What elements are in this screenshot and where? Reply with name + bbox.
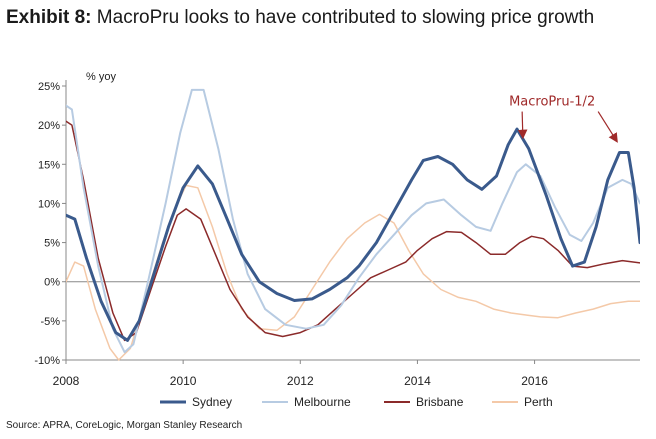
chart-title: Exhibit 8: MacroPru looks to have contri… bbox=[6, 4, 646, 31]
y-tick-label: -5% bbox=[40, 316, 60, 328]
y-tick-label: -10% bbox=[34, 355, 60, 367]
annotation-arrow bbox=[597, 111, 618, 143]
y-tick-label: 20% bbox=[38, 120, 60, 132]
x-tick-label: 2012 bbox=[287, 374, 314, 388]
legend-label-melbourne: Melbourne bbox=[294, 395, 351, 409]
legend-label-sydney: Sydney bbox=[192, 395, 232, 409]
legend-label-perth: Perth bbox=[524, 395, 553, 409]
y-tick-label: 25% bbox=[38, 81, 60, 93]
x-tick-label: 2016 bbox=[521, 374, 548, 388]
legend-label-brisbane: Brisbane bbox=[416, 395, 464, 409]
y-tick-label: 10% bbox=[38, 198, 60, 210]
x-tick-label: 2014 bbox=[404, 374, 431, 388]
y-tick-label: 5% bbox=[44, 238, 60, 250]
series-line-brisbane bbox=[66, 120, 640, 342]
y-tick-label: 15% bbox=[38, 159, 60, 171]
series-line-sydney bbox=[66, 127, 640, 342]
annotation-arrow bbox=[517, 111, 528, 140]
source-note: Source: APRA, CoreLogic, Morgan Stanley … bbox=[6, 420, 243, 431]
x-tick-label: 2008 bbox=[53, 374, 80, 388]
series-line-melbourne bbox=[66, 88, 640, 354]
annotation-label: MacroPru-1/2 bbox=[509, 95, 595, 110]
y-axis-label: % yoy bbox=[86, 71, 116, 83]
x-tick-label: 2010 bbox=[170, 374, 197, 388]
exhibit-title-text: MacroPru looks to have contributed to sl… bbox=[96, 7, 595, 28]
exhibit-label: Exhibit 8: bbox=[6, 7, 92, 28]
y-tick-label: 0% bbox=[44, 277, 60, 289]
